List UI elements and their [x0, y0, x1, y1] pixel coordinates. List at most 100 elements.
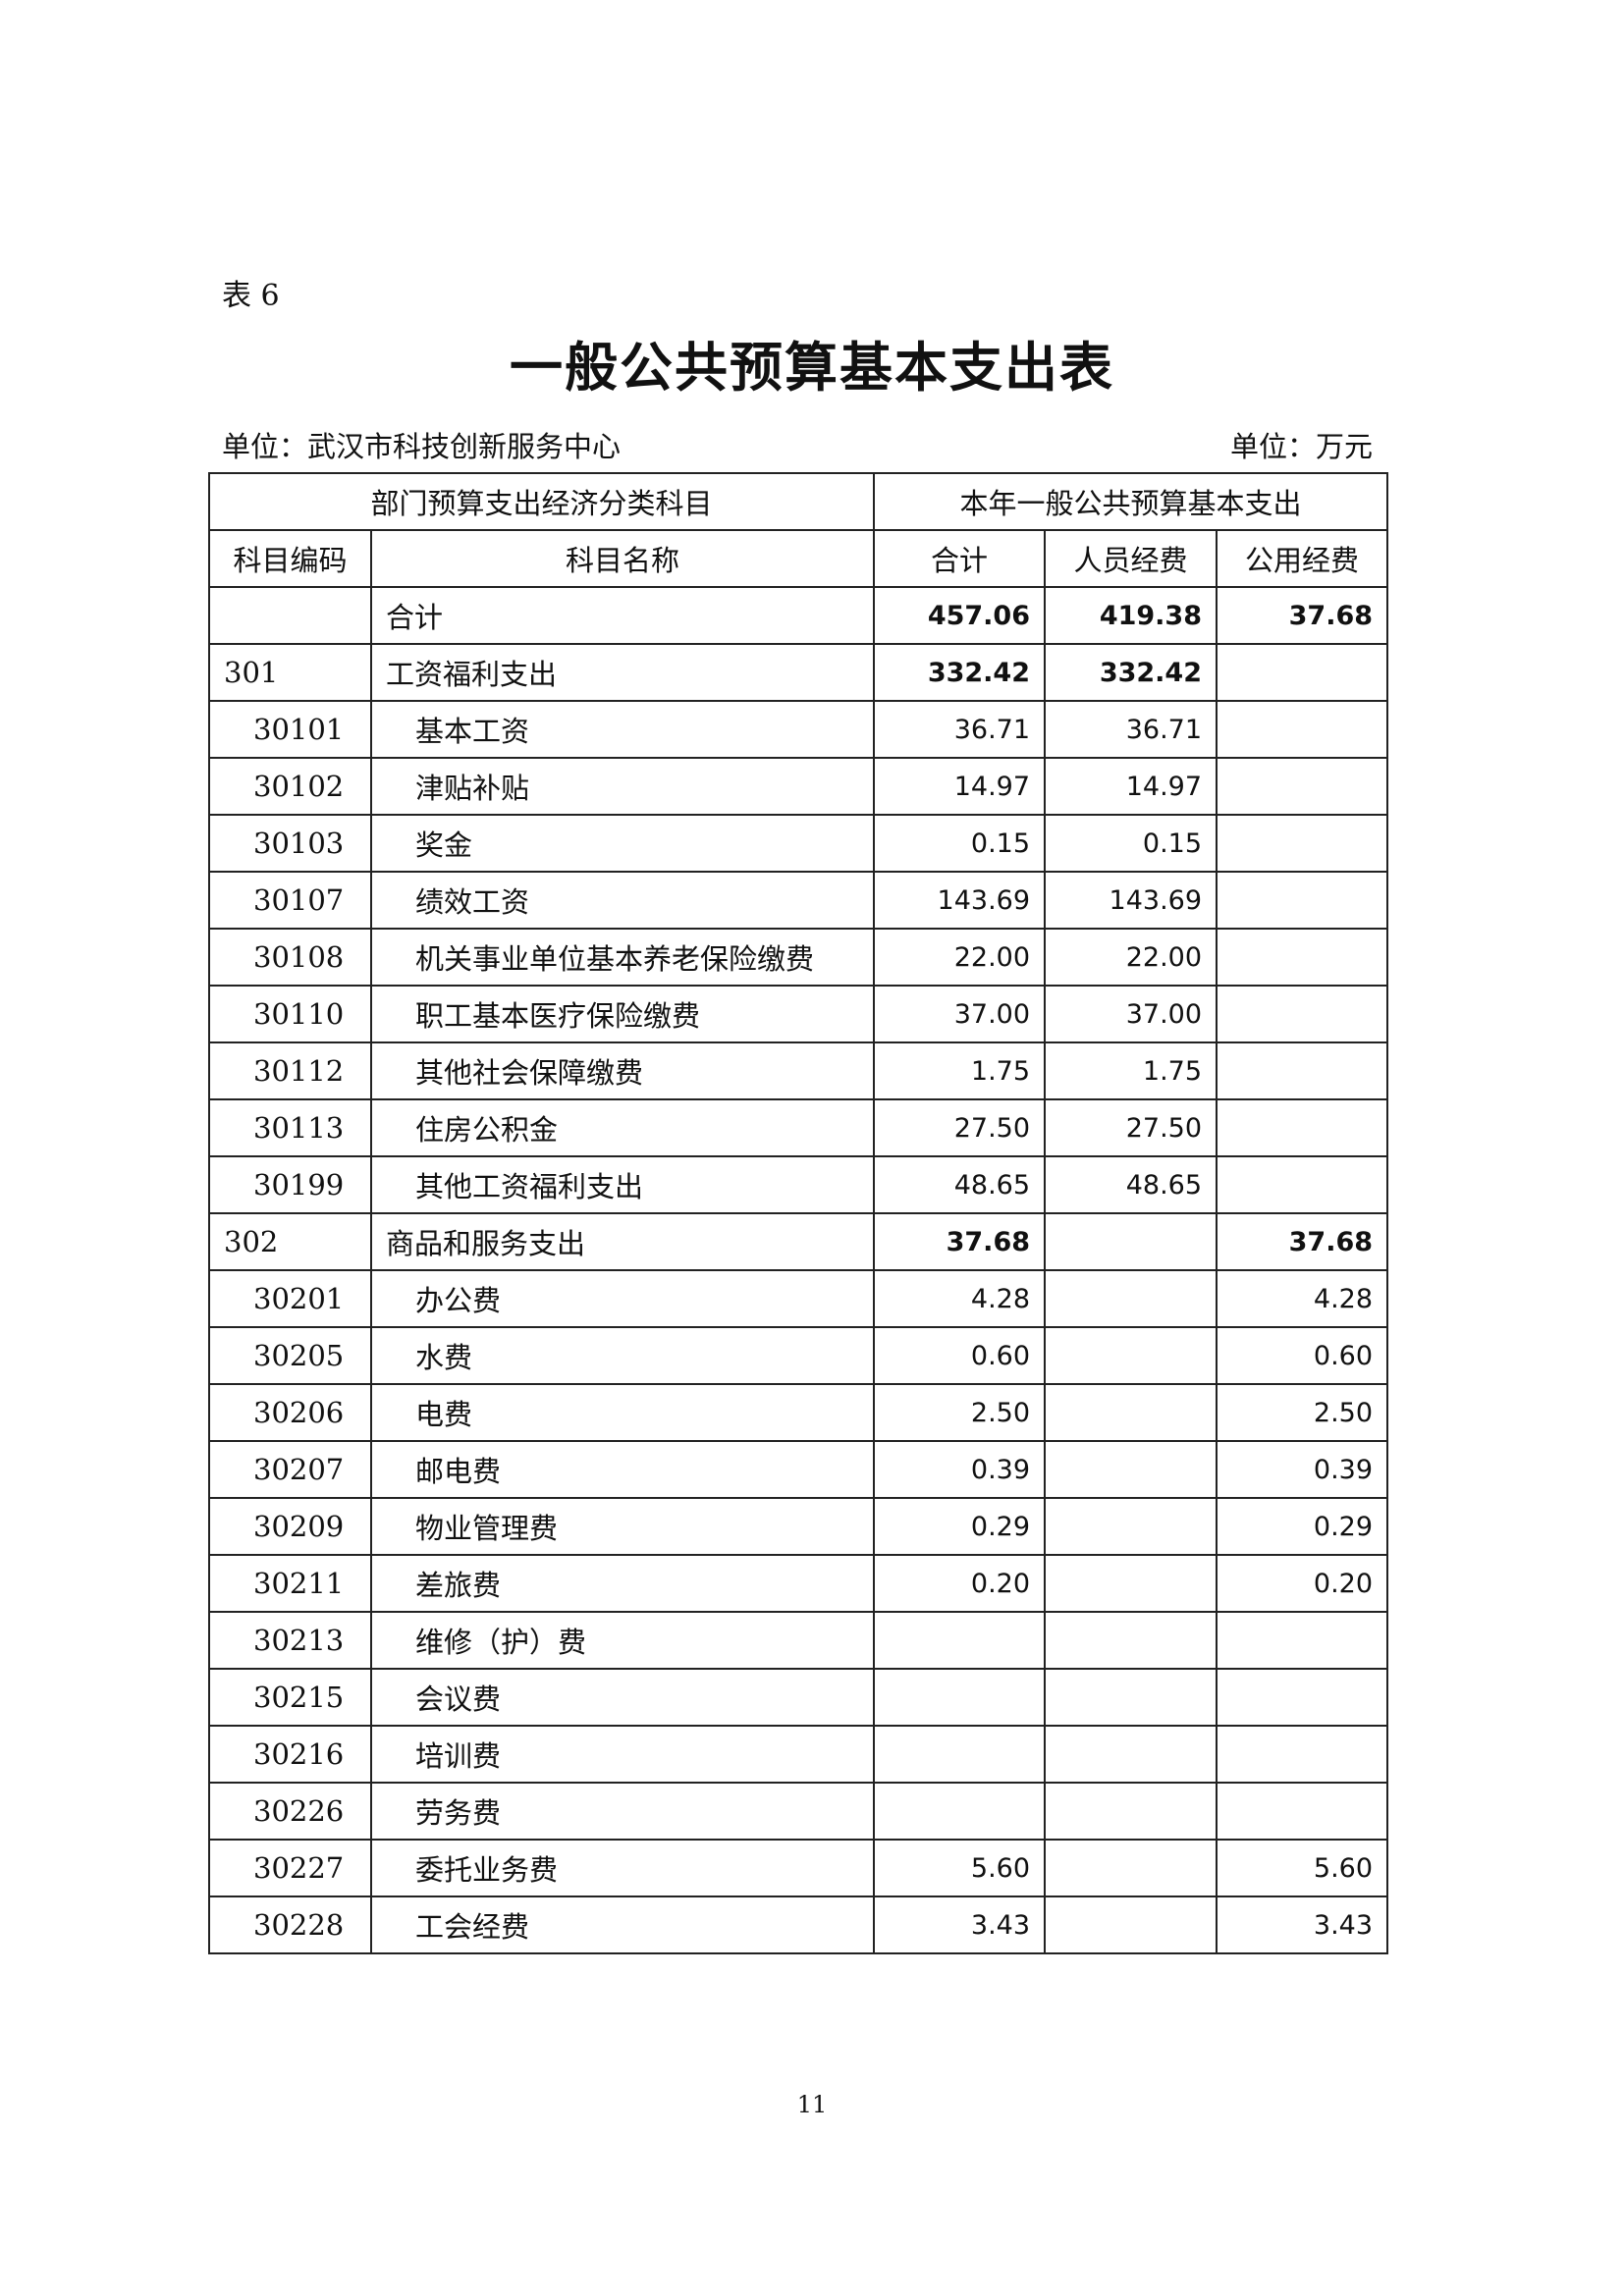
- cell-total: 3.43: [873, 1896, 1047, 1954]
- table-row: 30108 机关事业单位基本养老保险缴费 22.00 22.00: [208, 928, 1389, 987]
- cell-code: 30199: [208, 1155, 372, 1214]
- cell-code: 30201: [208, 1269, 372, 1328]
- cell-total: [873, 1668, 1047, 1727]
- cell-public: 5.60: [1216, 1839, 1389, 1897]
- cell-name: 差旅费: [369, 1554, 876, 1613]
- cell-public: 3.43: [1216, 1896, 1389, 1954]
- cell-public: 2.50: [1216, 1383, 1389, 1442]
- table-row: 302 商品和服务支出 37.68 37.68: [208, 1212, 1389, 1271]
- column-header-public: 公用经费: [1216, 529, 1389, 588]
- column-header-personnel: 人员经费: [1044, 529, 1218, 588]
- cell-name: 劳务费: [369, 1782, 876, 1841]
- cell-personnel: 332.42: [1044, 643, 1218, 702]
- table-row: 30205 水费 0.60 0.60: [208, 1326, 1389, 1385]
- cell-public: [1216, 814, 1389, 873]
- header-row-group: 部门预算支出经济分类科目 本年一般公共预算基本支出: [207, 472, 1389, 531]
- cell-public: 37.68: [1216, 1212, 1389, 1271]
- table-row: 30213 维修（护）费: [208, 1611, 1389, 1670]
- cell-total: 37.68: [873, 1212, 1047, 1271]
- cell-personnel: 143.69: [1044, 871, 1218, 930]
- table-row: 30228 工会经费 3.43 3.43: [208, 1896, 1389, 1954]
- table-row: 30199 其他工资福利支出 48.65 48.65: [208, 1155, 1389, 1214]
- cell-total: 37.00: [873, 985, 1047, 1043]
- cell-code: 30112: [208, 1041, 372, 1100]
- column-header-name: 科目名称: [369, 529, 876, 588]
- cell-public: 0.39: [1216, 1440, 1389, 1499]
- cell-total: 457.06: [873, 586, 1047, 645]
- unit-organization: 单位：武汉市科技创新服务中心: [222, 430, 622, 463]
- cell-personnel: [1044, 1497, 1218, 1556]
- cell-public: 37.68: [1216, 586, 1389, 645]
- cell-code: 30213: [208, 1611, 372, 1670]
- cell-total: 0.39: [873, 1440, 1047, 1499]
- cell-code: 30207: [208, 1440, 372, 1499]
- cell-public: [1216, 700, 1389, 759]
- cell-name: 职工基本医疗保险缴费: [369, 985, 876, 1043]
- cell-personnel: [1044, 1326, 1218, 1385]
- cell-personnel: 1.75: [1044, 1041, 1218, 1100]
- table-row: 30207 邮电费 0.39 0.39: [208, 1440, 1389, 1499]
- cell-name: 机关事业单位基本养老保险缴费: [369, 928, 876, 987]
- cell-code: 30227: [208, 1839, 372, 1897]
- cell-name: 商品和服务支出: [369, 1212, 876, 1271]
- cell-code: 30107: [208, 871, 372, 930]
- table-row: 30226 劳务费: [208, 1782, 1389, 1841]
- cell-total: 5.60: [873, 1839, 1047, 1897]
- cell-personnel: [1044, 1896, 1218, 1954]
- header-row-columns: 科目编码 科目名称 合计 人员经费 公用经费: [208, 529, 1389, 588]
- cell-public: 0.29: [1216, 1497, 1389, 1556]
- cell-total: 0.15: [873, 814, 1047, 873]
- table-row: 30113 住房公积金 27.50 27.50: [208, 1098, 1389, 1157]
- table-row: 30112 其他社会保障缴费 1.75 1.75: [208, 1041, 1389, 1100]
- cell-public: [1216, 1782, 1389, 1841]
- cell-code: 30215: [208, 1668, 372, 1727]
- cell-code: 302: [208, 1212, 372, 1271]
- cell-name: 其他社会保障缴费: [369, 1041, 876, 1100]
- cell-total: 48.65: [873, 1155, 1047, 1214]
- cell-public: [1216, 871, 1389, 930]
- table-row: 合计 457.06 419.38 37.68: [208, 586, 1389, 645]
- cell-name: 奖金: [369, 814, 876, 873]
- cell-personnel: [1044, 1212, 1218, 1271]
- cell-name: 会议费: [369, 1668, 876, 1727]
- cell-code: 30108: [208, 928, 372, 987]
- column-header-code: 科目编码: [208, 529, 372, 588]
- cell-total: 143.69: [873, 871, 1047, 930]
- cell-code: 30216: [208, 1725, 372, 1784]
- table-row: 30103 奖金 0.15 0.15: [208, 814, 1389, 873]
- cell-personnel: 14.97: [1044, 757, 1218, 816]
- cell-code: 30103: [208, 814, 372, 873]
- cell-personnel: 27.50: [1044, 1098, 1218, 1157]
- cell-public: 0.60: [1216, 1326, 1389, 1385]
- cell-total: 27.50: [873, 1098, 1047, 1157]
- cell-public: [1216, 985, 1389, 1043]
- cell-personnel: [1044, 1554, 1218, 1613]
- cell-total: [873, 1725, 1047, 1784]
- cell-personnel: [1044, 1839, 1218, 1897]
- cell-name: 维修（护）费: [369, 1611, 876, 1670]
- cell-total: 36.71: [873, 700, 1047, 759]
- table-row: 301 工资福利支出 332.42 332.42: [208, 643, 1389, 702]
- cell-public: [1216, 1668, 1389, 1727]
- cell-name: 邮电费: [369, 1440, 876, 1499]
- cell-personnel: [1044, 1611, 1218, 1670]
- cell-personnel: 36.71: [1044, 700, 1218, 759]
- cell-name: 津贴补贴: [369, 757, 876, 816]
- cell-code: 30102: [208, 757, 372, 816]
- cell-personnel: 37.00: [1044, 985, 1218, 1043]
- cell-personnel: [1044, 1383, 1218, 1442]
- page-title: 一般公共预算基本支出表: [510, 337, 1114, 399]
- cell-code: 30110: [208, 985, 372, 1043]
- cell-name: 水费: [369, 1326, 876, 1385]
- cell-personnel: [1044, 1725, 1218, 1784]
- cell-code: 30113: [208, 1098, 372, 1157]
- cell-total: 0.29: [873, 1497, 1047, 1556]
- table-row: 30101 基本工资 36.71 36.71: [208, 700, 1389, 759]
- cell-total: 4.28: [873, 1269, 1047, 1328]
- table-row: 30110 职工基本医疗保险缴费 37.00 37.00: [208, 985, 1389, 1043]
- page-number: 11: [796, 2091, 828, 2118]
- cell-total: 0.60: [873, 1326, 1047, 1385]
- cell-public: [1216, 928, 1389, 987]
- header-group-classification: 部门预算支出经济分类科目: [207, 472, 876, 531]
- table-row: 30201 办公费 4.28 4.28: [208, 1269, 1389, 1328]
